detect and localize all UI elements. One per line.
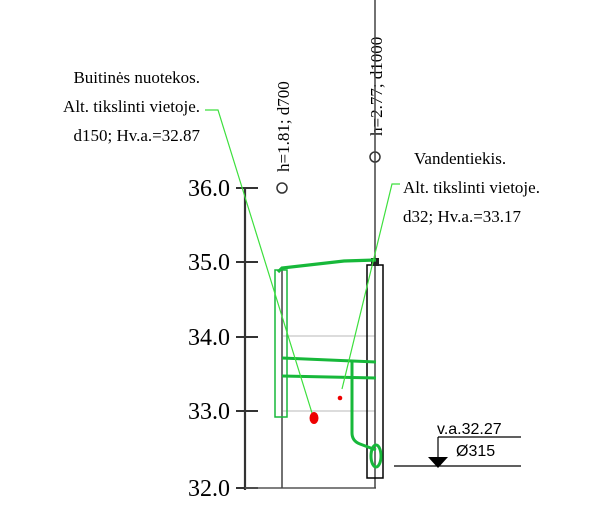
well-2: h=2.77; d1000 [366, 0, 386, 488]
pipe-lower [281, 374, 377, 380]
pipe-section-icon [369, 443, 383, 469]
water-leader-line [341, 183, 400, 390]
well-1-label: h=1.81; d700 [274, 81, 293, 172]
invert-elevation-label: v.a.32.27 [437, 421, 502, 438]
leader-lines [205, 109, 400, 414]
axis-label-32: 32.0 [188, 476, 230, 502]
pipe-middle [281, 356, 377, 364]
water-annotation-line1: Vandentiekis. [414, 149, 506, 168]
sewer-leader-line [205, 109, 313, 414]
well-1-marker-icon [276, 182, 288, 194]
sewer-annotation-line1: Buitinės nuotekos. [73, 68, 200, 87]
well-1-shaft [274, 269, 288, 418]
sewer-crossing-marker [309, 412, 319, 424]
sewer-annotation-line3: d150; Hv.a.=32.87 [73, 126, 200, 145]
grid-lines [283, 335, 375, 412]
invert-triangle-icon [428, 457, 448, 468]
water-crossing-marker [337, 395, 343, 401]
water-annotation: Vandentiekis. Alt. tikslinti vietoje. d3… [403, 149, 540, 226]
sewer-annotation-line2: Alt. tikslinti vietoje. [63, 97, 200, 116]
axis-label-35: 35.0 [188, 250, 230, 276]
water-annotation-line2: Alt. tikslinti vietoje. [403, 178, 540, 197]
elevation-axis: 36.0 35.0 34.0 33.0 32.0 [188, 176, 258, 502]
water-annotation-line3: d32; Hv.a.=33.17 [403, 207, 522, 226]
pipe-diameter-label: Ø315 [456, 443, 495, 460]
sewer-annotation: Buitinės nuotekos. Alt. tikslinti vietoj… [63, 68, 200, 145]
pipe-invert-marker: v.a.32.27 Ø315 [394, 421, 521, 468]
axis-label-33: 33.0 [188, 399, 230, 425]
axis-label-36: 36.0 [188, 176, 230, 202]
well-1: h=1.81; d700 [274, 81, 293, 488]
pipe-runs [276, 258, 383, 469]
well-2-label: h=2.77; d1000 [367, 37, 386, 136]
well-2-top-cap [371, 258, 379, 266]
axis-label-34: 34.0 [188, 325, 230, 351]
pipe-outlet-bend [350, 362, 377, 452]
pipe-top [276, 258, 377, 274]
